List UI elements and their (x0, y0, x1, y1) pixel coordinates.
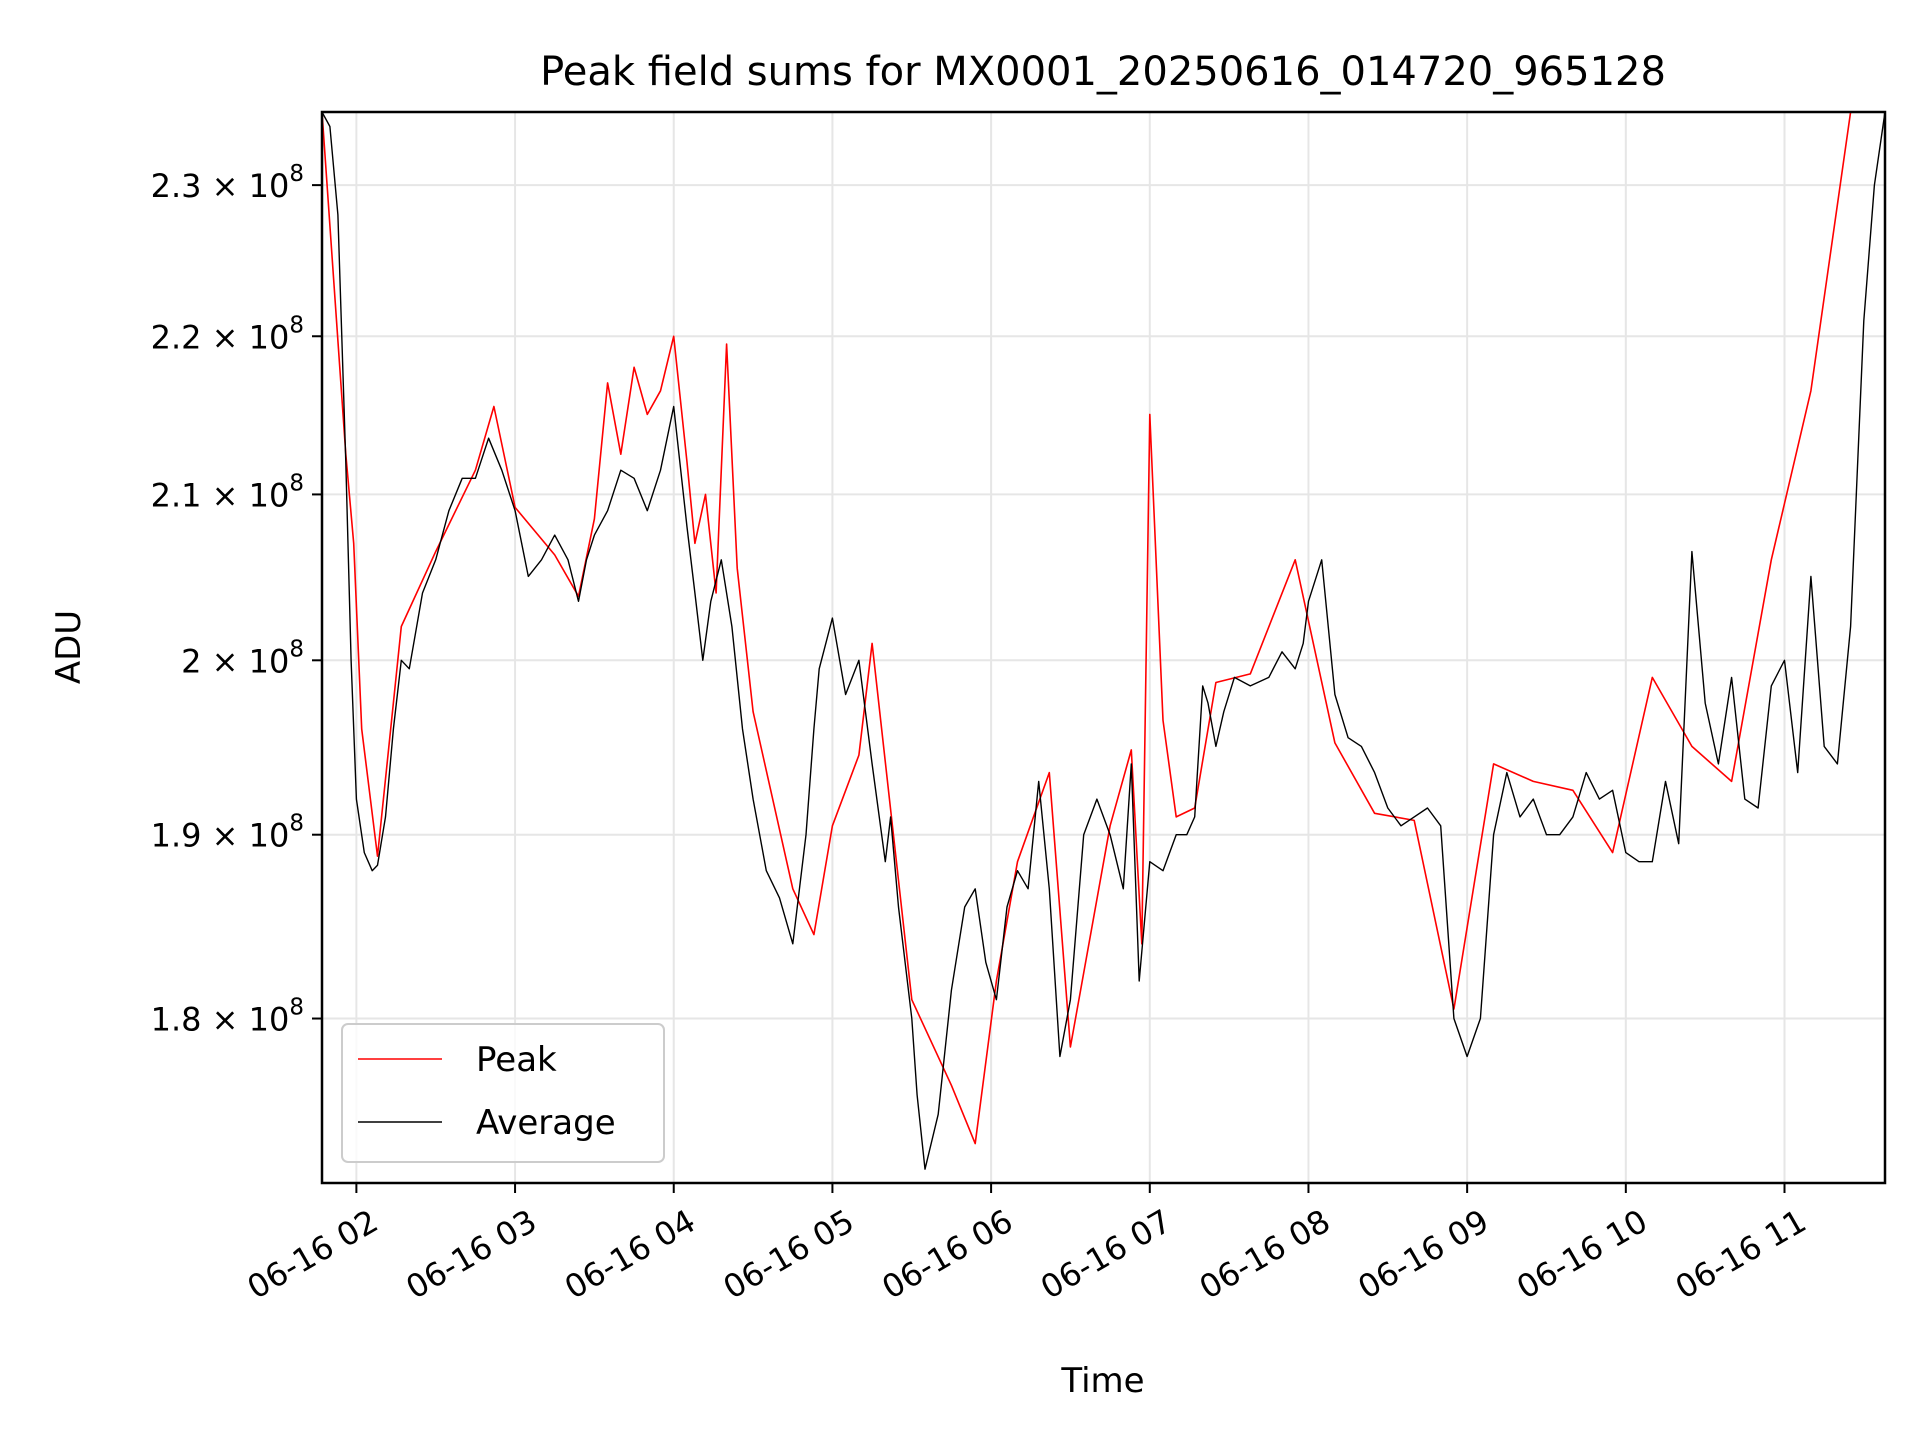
y-tick-label: 1.9 × 108 (151, 811, 304, 855)
x-axis-label: Time (1060, 1361, 1144, 1401)
series-line-peak (322, 112, 1885, 1145)
y-tick-label: 2.2 × 108 (151, 312, 304, 356)
y-axis: 1.8 × 108 1.9 × 108 2 × 108 2.1 × 108 2.2 × … (151, 161, 322, 1039)
y-tick-label: 2.1 × 108 (151, 470, 304, 514)
y-tick-label: 2.3 × 108 (151, 161, 304, 205)
plot-frame (320, 110, 1887, 1185)
y-tick-label: 2 × 108 (181, 636, 304, 680)
legend: Peak Average (341, 1023, 665, 1163)
legend-label-average: Average (476, 1103, 616, 1143)
y-axis-label: ADU (49, 610, 89, 684)
y-tick-label: 1.8 × 108 (151, 995, 304, 1039)
series-line-average (322, 112, 1885, 1170)
chart-title: Peak field sums for MX0001_20250616_0147… (540, 49, 1666, 95)
grid (322, 112, 1885, 1183)
legend-label-peak: Peak (476, 1040, 557, 1080)
series-layer (322, 112, 1885, 1170)
